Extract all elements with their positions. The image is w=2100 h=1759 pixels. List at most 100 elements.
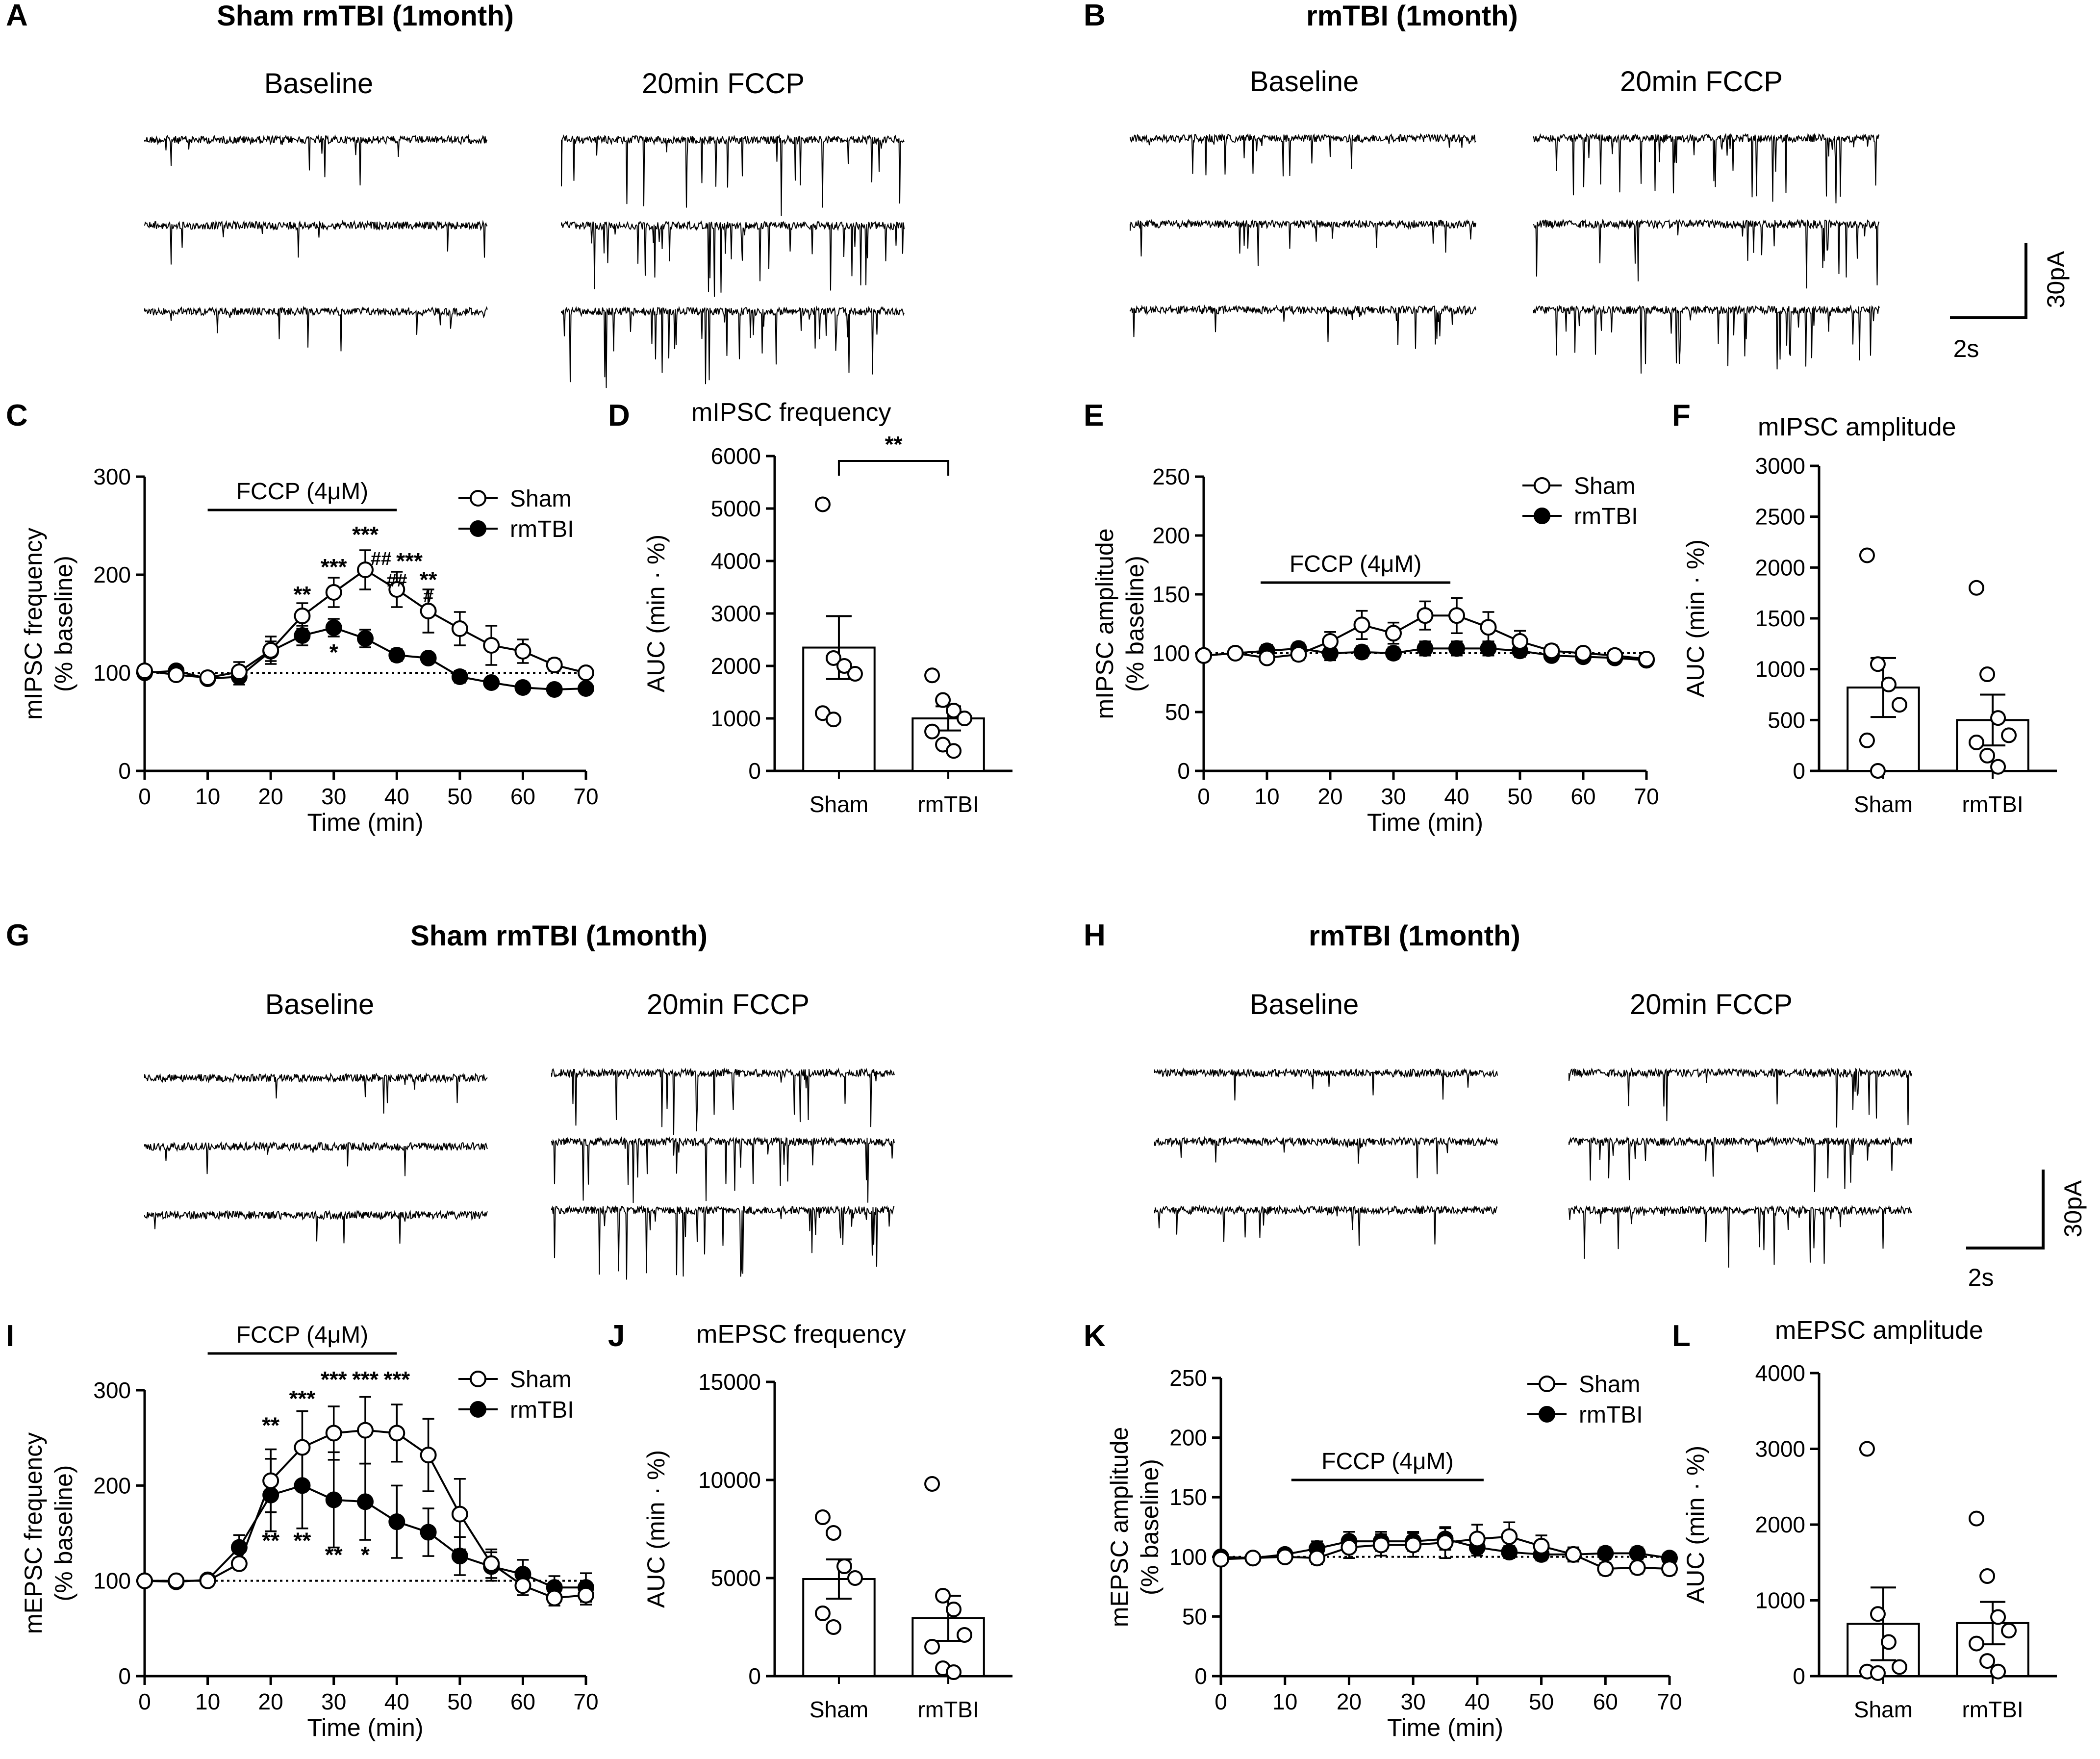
y-tick-label: 0 (1177, 758, 1190, 784)
y-tick-label: 6000 (711, 443, 761, 469)
data-point (1979, 1568, 1996, 1584)
x-tick-label: 50 (1529, 1689, 1554, 1714)
y-tick-label: 5000 (711, 1565, 761, 1591)
y-tick-label: 50 (1165, 699, 1190, 725)
current-trace (561, 134, 905, 216)
legend-label: rmTBI (510, 516, 574, 542)
current-trace (144, 306, 488, 352)
section-title: Sham rmTBI (1month) (217, 0, 514, 32)
x-tick-label: 0 (138, 1689, 151, 1714)
current-trace (1569, 1136, 1912, 1192)
y-tick-label: 150 (1169, 1484, 1207, 1510)
treatment-label: FCCP (4μM) (1321, 1449, 1453, 1475)
y-tick-label: 4000 (711, 548, 761, 574)
x-tick-label: rmTBI (917, 1697, 979, 1722)
x-tick-label: 60 (1593, 1689, 1618, 1714)
data-point (946, 1664, 962, 1680)
trace-block (144, 134, 488, 352)
significance-label: ## (371, 549, 391, 569)
trace-block (551, 1067, 895, 1280)
y-tick-label: 200 (93, 562, 131, 587)
data-point-sham (1341, 1539, 1358, 1556)
x-tick-label: 60 (1570, 784, 1595, 809)
significance-label: ** (294, 1528, 311, 1554)
scale-bar: 30pA 2s (1966, 1170, 2087, 1291)
data-point (2001, 727, 2017, 743)
treatment-label: FCCP (4μM) (1290, 551, 1421, 577)
significance-label: ** (262, 1528, 279, 1554)
data-point-sham (168, 1572, 185, 1589)
data-point-sham (1597, 1560, 1614, 1578)
current-trace (1533, 132, 1880, 204)
significance-label: *** (289, 1386, 316, 1411)
y-tick-label: 0 (748, 1663, 761, 1689)
legend-label: Sham (1579, 1372, 1640, 1398)
data-point-sham (1448, 607, 1465, 624)
data-point (814, 496, 831, 512)
y-tick-label: 15000 (698, 1369, 761, 1395)
current-trace (144, 1072, 488, 1114)
data-point (924, 1476, 940, 1492)
scale-bar: 30pA 2s (1950, 243, 2070, 362)
x-tick-label: 20 (1317, 784, 1342, 809)
significance-label: ** (262, 1412, 279, 1438)
current-trace (144, 220, 488, 265)
legend-marker (1534, 508, 1550, 524)
data-point-rmtbi (1385, 645, 1402, 662)
data-point-sham (294, 1439, 311, 1456)
significance-label: *** (352, 522, 379, 547)
x-tick-label: 10 (1254, 784, 1279, 809)
x-tick-label: rmTBI (1962, 791, 2023, 817)
data-point-sham (136, 663, 153, 679)
current-trace (1154, 1136, 1498, 1178)
data-point-sham (1468, 1530, 1486, 1548)
y-tick-label: 1000 (711, 706, 761, 731)
data-point (1969, 1635, 1985, 1652)
data-point-sham (294, 608, 311, 624)
current-trace (1130, 133, 1476, 177)
y-tick-label: 0 (118, 758, 131, 784)
data-point (836, 1558, 852, 1574)
data-point (1891, 1659, 1907, 1675)
data-point-sham (1565, 1546, 1582, 1563)
current-trace (1154, 1204, 1498, 1246)
data-point-rmtbi (1417, 640, 1434, 657)
current-trace (1130, 218, 1476, 266)
x-axis-title: Time (min) (1367, 809, 1483, 836)
data-point-rmtbi (1629, 1545, 1646, 1562)
y-tick-label: 4000 (1755, 1360, 1805, 1386)
data-point-sham (230, 1555, 248, 1572)
x-tick-label: 50 (447, 1689, 472, 1714)
legend-label: rmTBI (1579, 1402, 1643, 1428)
data-point-rmtbi (1448, 640, 1465, 657)
x-tick-label: Sham (1854, 791, 1913, 817)
x-tick-label: Sham (810, 791, 868, 817)
data-point-sham (1213, 1551, 1229, 1568)
data-point-sham (388, 581, 405, 598)
current-trace (551, 1067, 895, 1135)
legend-marker (470, 1371, 486, 1387)
data-point (1859, 547, 1875, 563)
data-point-sham (168, 666, 185, 683)
data-point-sham (514, 1577, 531, 1594)
x-tick-label: 10 (1272, 1689, 1297, 1714)
x-tick-label: 30 (1381, 784, 1406, 809)
data-point-sham (1322, 633, 1339, 650)
data-point-sham (1661, 1560, 1678, 1578)
section-a: A Sham rmTBI (1month) Baseline 20min FCC… (6, 0, 905, 388)
x-tick-label: 50 (447, 784, 472, 809)
x-tick-label: rmTBI (1962, 1697, 2023, 1722)
legend-label: rmTBI (1574, 504, 1638, 530)
data-point-sham (262, 1472, 279, 1489)
y-tick-label: 300 (93, 1377, 131, 1403)
data-point-rmtbi (546, 681, 563, 698)
data-point-sham (199, 669, 216, 686)
current-trace (1533, 218, 1880, 289)
data-point-rmtbi (420, 1524, 437, 1541)
panel-k-chart: K 0 50 100 150 200 250 0 10 20 30 40 50 60 70 Time (min… (1084, 1319, 1682, 1741)
data-point (957, 1627, 973, 1643)
y-tick-label: 3000 (1755, 453, 1805, 479)
